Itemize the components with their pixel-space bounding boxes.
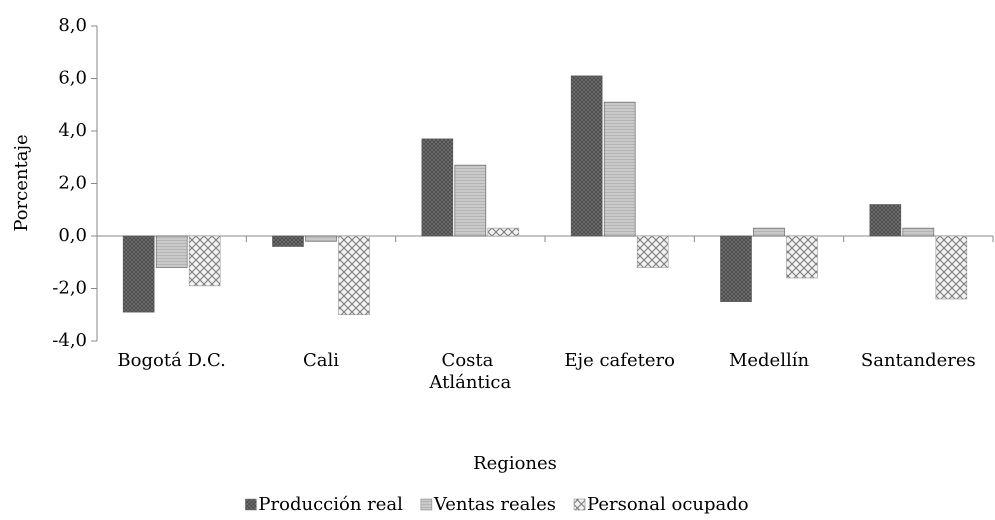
y-tick-label: 4,0 (58, 120, 87, 141)
bar (338, 235, 370, 316)
x-tick-label: Santanderes (861, 350, 976, 371)
bar (636, 235, 669, 268)
x-axis-title: Regiones (473, 453, 557, 474)
bar (188, 235, 221, 287)
legend-label: Ventas reales (433, 494, 556, 515)
bar (603, 101, 636, 237)
bar (454, 164, 487, 237)
legend-marker (573, 498, 586, 511)
x-tick-label: Eje cafetero (564, 350, 675, 371)
bar (155, 235, 188, 268)
y-tick-label: -2,0 (52, 278, 87, 299)
y-tick-label: 6,0 (58, 68, 87, 89)
y-tick-label: -4,0 (52, 330, 87, 351)
bar (935, 235, 968, 300)
bar (753, 227, 785, 237)
bar (786, 235, 818, 279)
bar (487, 227, 520, 237)
legend-marker (245, 498, 257, 511)
y-axis-title: Porcentaje (11, 134, 32, 231)
y-tick-label: 0,0 (58, 225, 87, 246)
x-tick-label: Bogotá D.C. (117, 350, 225, 371)
x-tick-label: Cali (303, 350, 339, 371)
bar (902, 227, 935, 237)
legend-label: Producción real (258, 494, 403, 515)
bar (305, 235, 337, 242)
y-tick-label: 2,0 (58, 173, 87, 194)
bar (272, 235, 304, 247)
legend-marker (420, 498, 433, 511)
bar (421, 138, 454, 237)
legend: Producción real Ventas reales Personal ocu… (245, 494, 749, 515)
x-tick-label: Costa Atlántica (428, 350, 511, 393)
x-tick-label: Medellín (729, 350, 810, 371)
bar (570, 75, 603, 237)
legend-label: Personal ocupado (587, 494, 749, 515)
bar (720, 235, 752, 302)
bar (869, 204, 902, 237)
bar (122, 235, 155, 313)
y-tick-label: 8,0 (58, 15, 87, 36)
